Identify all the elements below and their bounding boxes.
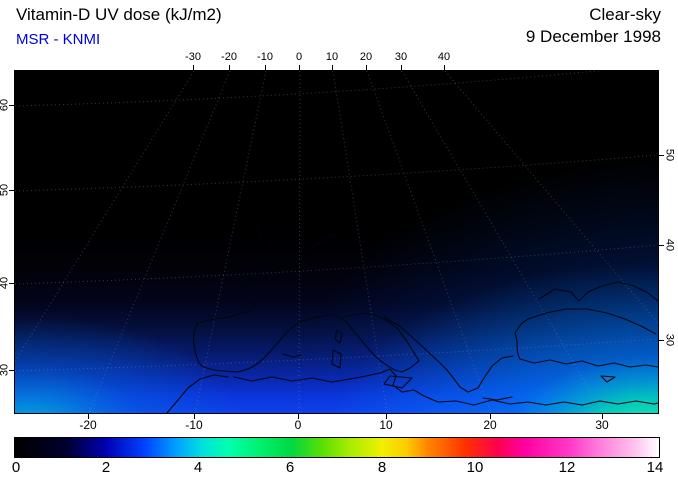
bottom-axis-label: -10 xyxy=(185,418,203,432)
top-axis-label: 30 xyxy=(394,51,408,63)
bottom-axis-label: 10 xyxy=(379,418,393,432)
left-axis-tick xyxy=(9,283,14,284)
source-label: MSR - KNMI xyxy=(16,31,101,48)
left-axis-tick xyxy=(9,190,14,191)
top-axis-label: -30 xyxy=(185,51,201,63)
coast-north-africa xyxy=(233,368,658,406)
left-axis-label: 40 xyxy=(0,276,11,290)
bottom-axis-tick xyxy=(88,414,89,419)
top-axis-label: -20 xyxy=(221,51,237,63)
page-title: Vitamin-D UV dose (kJ/m2) xyxy=(16,5,222,24)
colorbar-label: 6 xyxy=(285,459,295,476)
colorbar-label: 10 xyxy=(466,459,484,476)
coast-corsica-sardinia xyxy=(331,329,343,369)
coast-black-sea-north xyxy=(538,281,658,302)
dose-field-bottom-right-glow xyxy=(15,71,658,413)
condition-label: Clear-sky xyxy=(589,5,661,24)
bottom-axis-label: 0 xyxy=(294,418,302,432)
coast-turkey-south xyxy=(519,358,658,368)
colorbar-gradient xyxy=(14,437,660,458)
colorbar-label: 4 xyxy=(193,459,203,476)
top-axis-tick xyxy=(366,65,367,70)
right-axis-label: 50 xyxy=(663,148,676,162)
coast-balkans xyxy=(383,316,448,371)
coast-greece xyxy=(446,355,514,393)
left-axis-label: 30 xyxy=(0,363,11,377)
right-axis-tick xyxy=(659,155,664,156)
bottom-axis-label: -20 xyxy=(79,418,97,432)
coastlines xyxy=(166,221,658,413)
coast-black-sea-south xyxy=(527,308,657,335)
left-axis-label: 50 xyxy=(0,183,11,197)
coast-italy-west xyxy=(305,313,403,373)
coast-turkey-west xyxy=(514,318,529,360)
top-axis-label: -10 xyxy=(257,51,273,63)
top-axis-tick xyxy=(229,65,230,70)
coast-balearics xyxy=(282,353,302,358)
left-axis-label: 60 xyxy=(0,98,11,112)
graticule-grid xyxy=(15,71,658,413)
coast-sicily xyxy=(383,375,413,389)
coast-morocco xyxy=(166,374,229,413)
coast-iberia-north xyxy=(197,309,254,324)
top-axis-tick xyxy=(299,65,300,70)
bottom-axis-tick xyxy=(194,414,195,419)
colorbar-label: 14 xyxy=(646,459,664,476)
bottom-axis-tick xyxy=(298,414,299,419)
top-axis-label: 10 xyxy=(325,51,339,63)
top-axis-tick xyxy=(193,65,194,70)
coast-italy-east xyxy=(342,312,420,373)
top-axis-label: 20 xyxy=(359,51,373,63)
bottom-axis-label: 20 xyxy=(483,418,497,432)
left-axis-tick xyxy=(9,370,14,371)
right-axis-tick xyxy=(659,245,664,246)
top-axis-tick xyxy=(265,65,266,70)
coast-cyprus xyxy=(600,375,616,383)
date-label: 9 December 1998 xyxy=(525,27,661,46)
coast-iberia xyxy=(193,319,307,373)
top-axis-label: 0 xyxy=(295,51,303,63)
bottom-axis-tick xyxy=(602,414,603,419)
top-axis-label: 40 xyxy=(437,51,451,63)
coast-britain xyxy=(251,221,277,270)
right-axis-label: 30 xyxy=(663,333,676,347)
colorbar-label: 2 xyxy=(101,459,111,476)
colorbar-label: 12 xyxy=(558,459,576,476)
uv-dose-map-canvas xyxy=(15,71,658,413)
coast-france-channel xyxy=(239,234,334,311)
colorbar-label: 0 xyxy=(11,459,21,476)
right-axis-tick xyxy=(659,340,664,341)
bottom-axis-label: 30 xyxy=(595,418,609,432)
bottom-axis-tick xyxy=(386,414,387,419)
top-axis-tick xyxy=(332,65,333,70)
left-axis-tick xyxy=(9,105,14,106)
top-axis-tick xyxy=(401,65,402,70)
bottom-axis-tick xyxy=(490,414,491,419)
colorbar-label: 8 xyxy=(377,459,387,476)
coast-crete xyxy=(482,396,513,401)
top-axis-tick xyxy=(444,65,445,70)
right-axis-label: 40 xyxy=(663,238,676,252)
coast-ireland xyxy=(218,238,242,261)
map-plot xyxy=(14,70,659,414)
